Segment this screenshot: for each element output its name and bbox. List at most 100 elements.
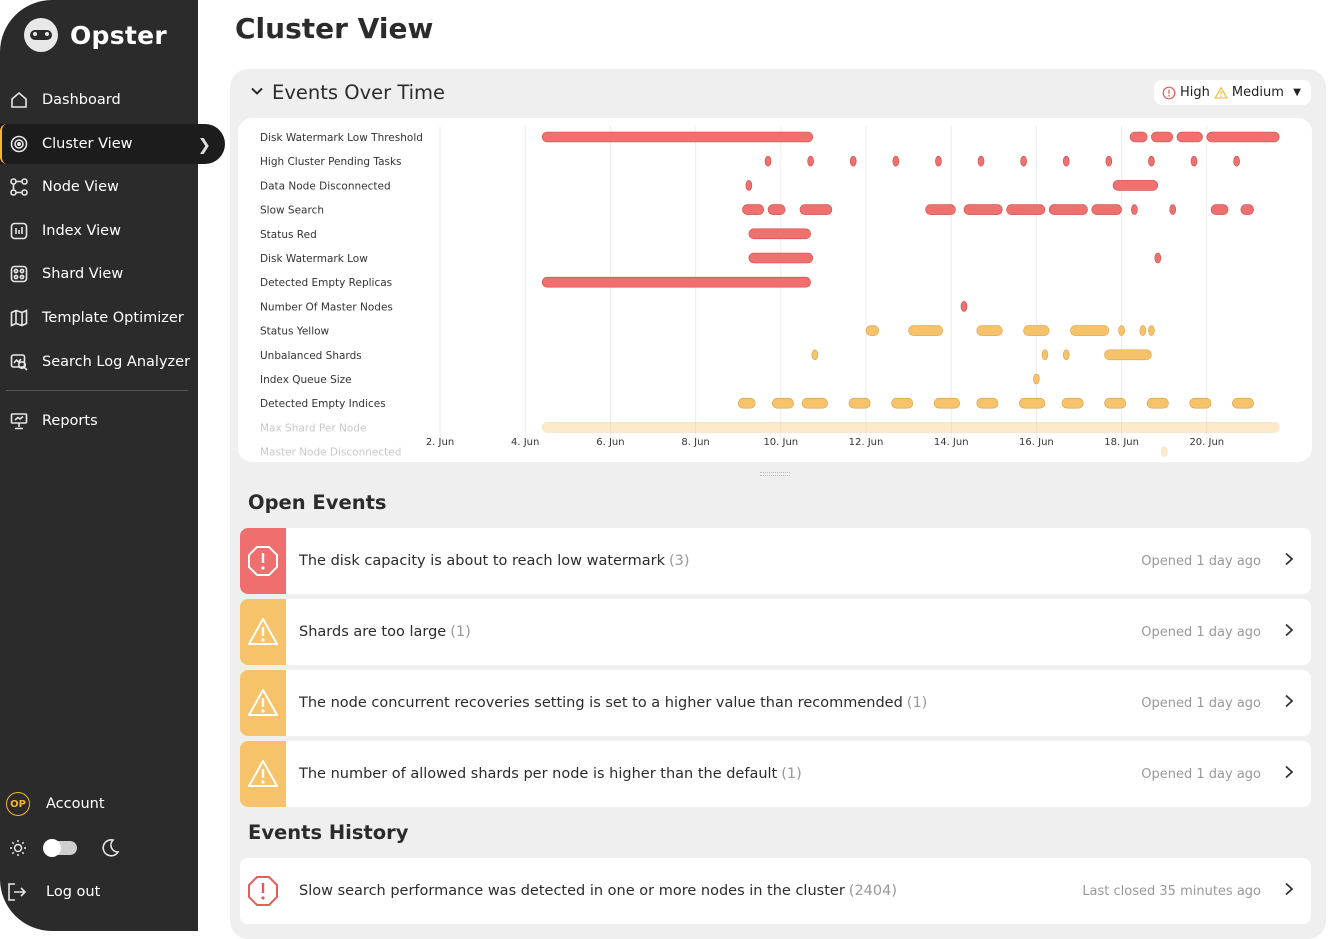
series-label: High Cluster Pending Tasks: [260, 156, 402, 168]
event-point-mark: [745, 180, 753, 191]
events-history-title: Events History: [248, 821, 409, 844]
event-range-mark: [1210, 204, 1229, 215]
event-range-mark: [1206, 131, 1280, 143]
event-row[interactable]: The disk capacity is about to reach low …: [240, 528, 1311, 594]
x-tick-label: 10. Jun: [763, 437, 798, 448]
open-events-title: Open Events: [248, 491, 387, 514]
x-tick-label: 8. Jun: [681, 437, 709, 448]
event-range-mark: [1112, 180, 1159, 191]
event-range-mark: [748, 252, 814, 264]
sidebar-item-label: Dashboard: [42, 92, 121, 108]
sidebar-item-dashboard[interactable]: Dashboard: [0, 80, 225, 120]
sidebar-item-search-log-analyzer[interactable]: Search Log Analyzer: [0, 342, 225, 382]
event-range-mark: [541, 276, 811, 288]
series-label: Status Yellow: [260, 326, 330, 338]
event-range-mark: [801, 397, 828, 409]
event-range-mark: [1104, 349, 1152, 361]
page-title: Cluster View: [235, 12, 434, 45]
events-over-time-title: Events Over Time: [272, 81, 446, 104]
events-timeline-chart: Disk Watermark Low Threshold High Cluster…: [238, 118, 1312, 462]
event-point-mark: [1160, 446, 1168, 457]
events-over-time-toggle[interactable]: Events Over Time: [250, 81, 445, 104]
event-point-mark: [1233, 155, 1240, 167]
event-point-mark: [892, 155, 900, 167]
warning-icon: [240, 670, 286, 736]
resize-handle[interactable]: [760, 472, 790, 476]
sun-icon[interactable]: [6, 838, 30, 858]
sidebar-item-label: Node View: [42, 179, 119, 196]
event-point-mark: [1105, 155, 1113, 167]
sidebar-item-template-optimizer[interactable]: Template Optimizer: [0, 298, 225, 338]
event-count: (1): [906, 695, 928, 711]
severity-filter-dropdown[interactable]: High Medium ▼: [1154, 80, 1311, 105]
x-tick-label: 4. Jun: [511, 437, 539, 448]
event-point-mark: [849, 155, 857, 167]
event-range-mark: [1129, 131, 1148, 143]
x-tick-label: 2. Jun: [426, 437, 454, 448]
event-point-mark: [807, 155, 814, 167]
sidebar-item-cluster-view[interactable]: Cluster View ❯: [0, 123, 225, 164]
medium-severity-icon: [1214, 86, 1228, 100]
sidebar-divider: [6, 389, 188, 391]
event-range-mark: [976, 397, 999, 409]
event-point-mark: [1190, 155, 1198, 167]
event-range-mark: [1104, 397, 1127, 409]
x-tick-label: 6. Jun: [596, 437, 624, 448]
event-range-mark: [1151, 131, 1174, 143]
logo[interactable]: Opster: [24, 18, 167, 52]
sidebar-item-label: Shard View: [42, 266, 124, 283]
event-count: (2404): [848, 883, 897, 899]
series-label: Number Of Master Nodes: [260, 301, 393, 313]
medium-filter-label: Medium: [1231, 85, 1284, 100]
event-point-mark: [935, 155, 942, 167]
event-point-mark: [1062, 155, 1070, 167]
event-range-mark: [848, 397, 871, 409]
event-range-mark: [1146, 397, 1169, 409]
event-range-mark: [976, 325, 1003, 336]
event-range-mark: [925, 204, 956, 215]
event-row[interactable]: The number of allowed shards per node is…: [240, 741, 1311, 807]
warning-icon: [240, 599, 286, 665]
search-log-icon: [8, 351, 30, 373]
high-severity-icon: [240, 528, 286, 594]
series-label: Unbalanced Shards: [260, 350, 362, 362]
warning-icon: [240, 741, 286, 807]
event-range-mark: [742, 204, 765, 215]
event-range-mark: [771, 397, 794, 409]
sidebar-item-label: Template Optimizer: [42, 309, 184, 326]
event-range-mark: [865, 325, 880, 336]
series-label: Master Node Disconnected: [260, 447, 401, 459]
sidebar-item-reports[interactable]: Reports: [0, 401, 225, 441]
sidebar-item-node-view[interactable]: Node View: [0, 167, 225, 207]
sidebar-item-index-view[interactable]: Index View: [0, 211, 225, 251]
series-label: Detected Empty Replicas: [260, 277, 392, 289]
sidebar-item-shard-view[interactable]: Shard View: [0, 254, 225, 294]
event-point-mark: [1020, 155, 1027, 167]
event-range-mark: [1006, 204, 1046, 215]
event-title: The number of allowed shards per node is…: [299, 766, 802, 782]
moon-icon[interactable]: [99, 837, 121, 859]
event-point-mark: [1154, 252, 1162, 264]
event-row[interactable]: The node concurrent recoveries setting i…: [240, 670, 1311, 736]
event-text: The disk capacity is about to reach low …: [299, 553, 666, 569]
event-range-mark: [908, 325, 943, 336]
event-point-mark: [977, 155, 985, 167]
x-tick-label: 12. Jun: [849, 437, 884, 448]
event-row[interactable]: Slow search performance was detected in …: [240, 858, 1311, 924]
map-icon: [8, 307, 30, 329]
logout-button[interactable]: Log out: [0, 874, 198, 910]
event-row[interactable]: Shards are too large (1) Opened 1 day ago: [240, 599, 1311, 665]
main-panel: Events Over Time High Medium ▼ Disk Wate…: [230, 69, 1326, 939]
chevron-down-icon: [250, 83, 264, 102]
logout-label: Log out: [46, 884, 101, 900]
event-point-mark: [1139, 325, 1147, 336]
chevron-right-icon: [1283, 764, 1295, 784]
event-range-mark: [963, 204, 1003, 215]
x-tick-label: 18. Jun: [1104, 437, 1139, 448]
event-timestamp: Opened 1 day ago: [1141, 695, 1261, 711]
account-link[interactable]: OP Account: [0, 786, 198, 822]
shard-icon: [8, 263, 30, 285]
event-point-mark: [1033, 373, 1040, 385]
theme-toggle[interactable]: [43, 839, 77, 857]
event-range-mark: [1023, 325, 1050, 336]
